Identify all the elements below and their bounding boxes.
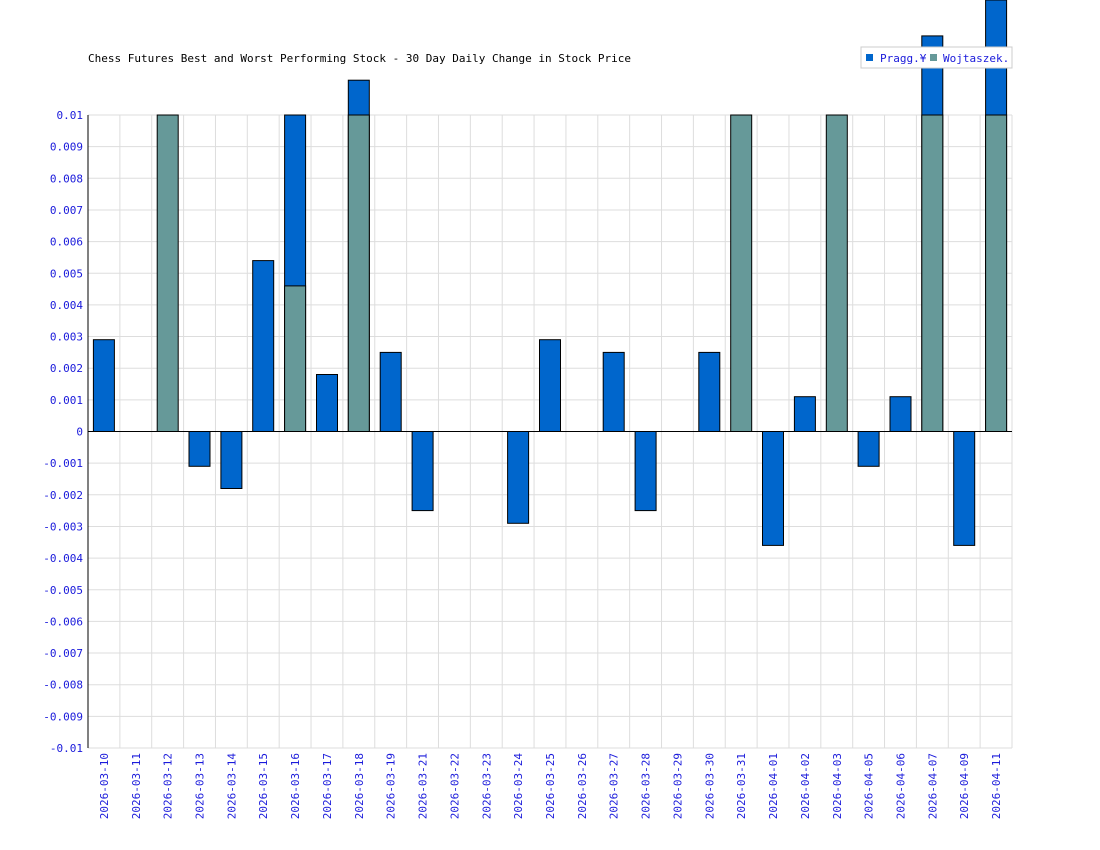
bar-wojtaszek-2026-03-31 [730, 114, 753, 432]
x-tick-label: 2026-03-24 [512, 753, 525, 820]
bar-pragg-2026-03-15 [252, 260, 275, 432]
y-tick-label: -0.001 [43, 457, 83, 470]
x-tick-label: 2026-03-18 [353, 753, 366, 819]
y-tick-label: 0.009 [50, 141, 83, 154]
x-tick-label: 2026-03-22 [448, 753, 461, 819]
x-tick-label: 2026-03-12 [162, 753, 175, 819]
bar-pragg-2026-04-05 [857, 431, 880, 467]
y-tick-label: 0.007 [50, 204, 83, 217]
bar-pragg-2026-04-09 [953, 431, 976, 546]
bar-pragg-2026-03-14 [220, 431, 243, 489]
legend-label-pragg: Pragg.¥ [880, 52, 927, 65]
y-tick-label: 0.001 [50, 394, 83, 407]
x-tick-label: 2026-04-07 [926, 753, 939, 819]
y-tick-label: -0.005 [43, 584, 83, 597]
y-tick-label: 0.002 [50, 362, 83, 375]
y-tick-label: -0.007 [43, 647, 83, 660]
bar-pragg-2026-03-21 [411, 431, 434, 512]
bar-wojtaszek-2026-04-03 [825, 114, 848, 432]
y-axis-ticks: 0.01 0.009 0.008 0.007 0.006 0.005 0.004 0.003 0… [43, 109, 83, 755]
bar-pragg-2026-03-28 [634, 431, 657, 512]
x-tick-label: 2026-04-11 [990, 753, 1003, 819]
bar-pragg-2026-03-27 [602, 351, 625, 432]
x-tick-label: 2026-03-31 [735, 753, 748, 819]
legend: Pragg.¥ Wojtaszek. [860, 46, 1013, 69]
y-tick-label: 0 [76, 426, 83, 439]
bars [92, 0, 1008, 546]
bar-wojtaszek-2026-04-11 [985, 114, 1008, 432]
x-tick-label: 2026-04-01 [767, 753, 780, 819]
bar-pragg-2026-03-25 [539, 339, 561, 433]
x-tick-label: 2026-04-03 [831, 753, 844, 819]
legend-swatch-wojtaszek [930, 54, 937, 61]
y-tick-label: 0.006 [50, 236, 83, 249]
x-tick-label: 2026-03-30 [703, 753, 716, 819]
x-tick-label: 2026-03-13 [194, 753, 207, 819]
y-tick-label: -0.01 [50, 742, 83, 755]
y-tick-label: 0.003 [50, 331, 83, 344]
x-tick-label: 2026-04-02 [799, 753, 812, 819]
y-tick-label: -0.003 [43, 520, 83, 533]
bar-wojtaszek-2026-03-18 [347, 114, 370, 432]
x-tick-label: 2026-03-16 [289, 753, 302, 819]
y-tick-label: -0.004 [43, 552, 83, 565]
x-tick-label: 2026-04-06 [894, 753, 907, 819]
y-tick-label: -0.009 [43, 710, 83, 723]
x-tick-label: 2026-03-14 [225, 753, 238, 820]
bar-pragg-2026-03-13 [188, 431, 211, 467]
x-tick-label: 2026-03-26 [576, 753, 589, 819]
bar-pragg-2026-03-30 [698, 351, 721, 432]
bar-pragg-2026-03-19 [379, 351, 402, 432]
x-tick-label: 2026-03-11 [130, 753, 143, 819]
bar-wojtaszek-2026-03-16 [284, 285, 307, 432]
bar-pragg-2026-04-02 [793, 396, 816, 433]
y-tick-label: 0.008 [50, 172, 83, 185]
x-tick-label: 2026-03-23 [480, 753, 493, 819]
bar-pragg-2026-03-17 [316, 374, 338, 432]
bar-pragg-2026-04-01 [762, 431, 784, 546]
chart-title: Chess Futures Best and Worst Performing … [88, 52, 631, 65]
x-tick-label: 2026-04-09 [958, 753, 971, 819]
x-axis-ticks: 2026-03-10 2026-03-11 2026-03-12 2026-03-13… [98, 753, 1003, 820]
bar-pragg-2026-03-10 [92, 339, 115, 433]
bar-pragg-2026-03-24 [507, 431, 530, 524]
legend-label-wojtaszek: Wojtaszek. [943, 52, 1009, 65]
x-tick-label: 2026-03-27 [608, 753, 621, 819]
y-tick-label: -0.006 [43, 615, 83, 628]
bar-wojtaszek-2026-04-07 [921, 114, 944, 432]
axes [87, 115, 1012, 748]
x-tick-label: 2026-03-19 [385, 753, 398, 819]
x-tick-label: 2026-03-15 [257, 753, 270, 819]
y-tick-label: 0.01 [57, 109, 84, 122]
x-tick-label: 2026-03-29 [671, 753, 684, 819]
y-tick-label: 0.004 [50, 299, 83, 312]
y-tick-label: -0.008 [43, 679, 83, 692]
y-tick-label: -0.002 [43, 489, 83, 502]
bar-wojtaszek-2026-03-12 [156, 114, 179, 432]
y-tick-label: 0.005 [50, 267, 83, 280]
x-tick-label: 2026-03-10 [98, 753, 111, 819]
legend-swatch-pragg [866, 54, 873, 61]
x-tick-label: 2026-04-05 [863, 753, 876, 819]
x-tick-label: 2026-03-25 [544, 753, 557, 819]
x-tick-label: 2026-03-17 [321, 753, 334, 819]
x-tick-label: 2026-03-21 [417, 753, 430, 819]
x-tick-label: 2026-03-28 [640, 753, 653, 819]
bar-pragg-2026-04-06 [889, 396, 912, 433]
